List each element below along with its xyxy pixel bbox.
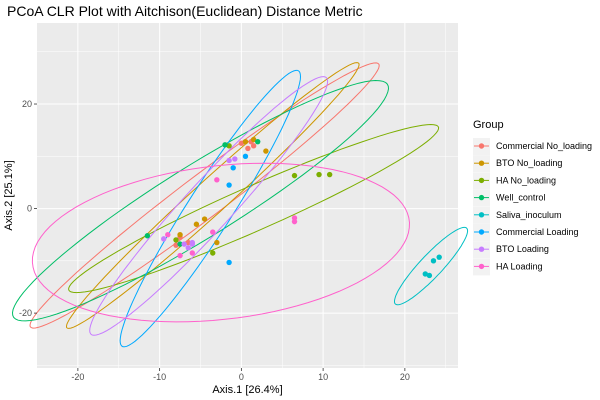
data-point xyxy=(255,138,261,145)
legend-key-point xyxy=(478,229,485,235)
data-point xyxy=(161,236,167,242)
data-point xyxy=(422,271,429,277)
data-point xyxy=(189,241,196,247)
data-point xyxy=(316,171,322,178)
data-point xyxy=(242,138,249,145)
data-point xyxy=(189,250,196,256)
data-point xyxy=(250,136,257,143)
tick-layer: -20 -10 0 10 20 -20 0 20 xyxy=(19,99,410,382)
data-point xyxy=(250,143,257,149)
legend-key-point xyxy=(478,212,485,218)
confidence-ellipse xyxy=(29,62,380,329)
legend-key-point xyxy=(478,263,485,270)
confidence-ellipse xyxy=(394,226,469,306)
data-point xyxy=(232,156,238,162)
legend-label: BTO No_loading xyxy=(496,158,562,168)
legend-label: HA No_loading xyxy=(496,175,556,185)
y-tick-label: 0 xyxy=(27,204,32,214)
data-point xyxy=(210,229,216,235)
data-point xyxy=(238,140,245,146)
chart-title: PCoA CLR Plot with Aitchison(Euclidean) … xyxy=(7,3,363,19)
legend-label: HA Loading xyxy=(496,261,543,271)
confidence-ellipse xyxy=(11,79,390,322)
data-point xyxy=(181,241,187,247)
data-point xyxy=(173,242,179,248)
confidence-ellipse xyxy=(119,69,302,348)
legend-title: Group xyxy=(473,119,504,131)
data-point xyxy=(226,143,232,149)
x-tick-label: 10 xyxy=(318,372,328,382)
data-point xyxy=(326,171,333,178)
legend: Group Commercial No_loading BTO No_loadin… xyxy=(473,119,592,276)
x-tick-label: -20 xyxy=(71,372,84,382)
data-point xyxy=(263,148,269,154)
x-tick-label: 20 xyxy=(400,372,410,382)
data-point xyxy=(210,250,216,256)
data-point xyxy=(144,233,151,239)
x-axis-title: Axis.1 [26.4%] xyxy=(212,384,282,396)
legend-label: Commercial No_loading xyxy=(496,141,592,151)
data-point xyxy=(201,216,208,222)
data-point xyxy=(177,241,183,247)
legend-key-point xyxy=(478,143,485,149)
legend-key-point xyxy=(478,194,485,201)
data-point xyxy=(226,157,232,164)
data-point xyxy=(214,177,220,183)
x-tick-label: -10 xyxy=(153,372,166,382)
legend-label: Saliva_inoculum xyxy=(496,210,562,220)
x-tick-label: 0 xyxy=(239,372,244,382)
confidence-ellipse xyxy=(65,62,360,329)
legend-label: BTO Loading xyxy=(496,244,549,254)
data-point xyxy=(185,245,191,251)
y-axis-title: Axis.2 [25.1%] xyxy=(3,160,15,230)
ellipse-layer xyxy=(11,62,469,348)
panel-background xyxy=(37,23,458,368)
data-point xyxy=(177,232,183,238)
y-tick-label: 20 xyxy=(22,99,32,109)
data-point xyxy=(242,153,249,159)
confidence-ellipse xyxy=(89,76,329,336)
data-point xyxy=(222,142,228,148)
data-point xyxy=(214,239,220,246)
data-point xyxy=(185,239,191,246)
legend-label: Commercial Loading xyxy=(496,227,579,237)
data-point xyxy=(165,232,171,238)
data-point xyxy=(177,252,183,259)
data-point xyxy=(291,172,298,179)
data-point xyxy=(230,165,236,171)
legend-label: Well_control xyxy=(496,193,545,203)
data-point xyxy=(436,254,442,260)
point-layer xyxy=(144,136,442,279)
data-point xyxy=(245,145,251,152)
data-point xyxy=(291,218,298,225)
y-tick-label: -20 xyxy=(19,308,32,318)
legend-key-point xyxy=(478,177,485,184)
data-point xyxy=(226,259,232,266)
confidence-ellipse xyxy=(31,162,411,323)
data-point xyxy=(426,272,433,279)
plot-panel xyxy=(37,23,458,368)
data-point xyxy=(193,221,200,227)
data-point xyxy=(430,258,437,264)
legend-key-point xyxy=(478,160,485,166)
data-point xyxy=(226,182,232,188)
data-point xyxy=(173,237,179,243)
legend-key-point xyxy=(478,246,485,252)
